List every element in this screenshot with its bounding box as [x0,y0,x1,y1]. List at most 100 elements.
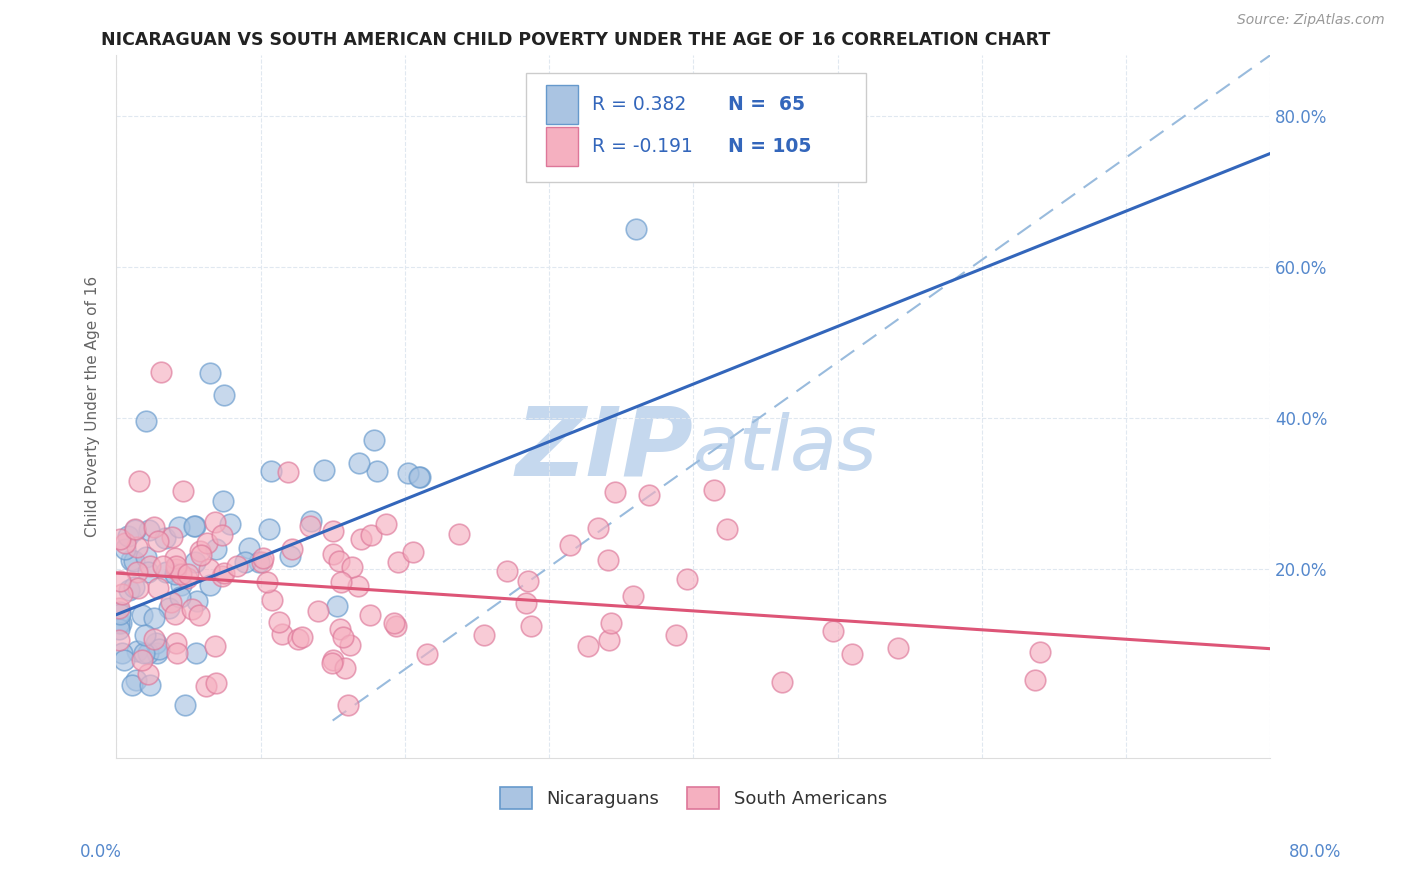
Point [675,572,697,586]
Point [134,627,156,641]
Point [277,465,299,479]
Point [165,558,187,573]
Point [170,566,193,581]
Point [271,626,294,640]
Point [716,522,738,536]
Point [256,575,278,590]
Point [136,667,159,681]
Point [110,607,132,621]
Point [155,531,177,545]
Point [108,615,131,630]
Point [136,646,159,660]
Point [235,555,257,569]
Point [165,562,187,576]
Point [211,493,233,508]
Point [360,528,382,542]
Point [328,554,350,568]
Point [624,222,647,236]
Point [211,528,233,542]
Point [165,636,187,650]
Point [1028,645,1050,659]
Point [408,470,430,484]
Point [291,630,314,644]
Point [165,567,187,582]
Point [385,619,408,633]
Point [124,673,146,687]
Point [250,555,273,569]
Point [135,549,157,564]
Point [135,413,157,427]
Point [252,551,274,566]
Point [108,623,131,637]
Text: N = 105: N = 105 [728,137,811,156]
Point [186,593,208,607]
Point [112,653,135,667]
Point [204,639,226,653]
Point [260,464,283,478]
Bar [546,85,578,124]
Point [131,607,153,622]
Point [166,646,188,660]
Point [180,602,202,616]
Text: 80.0%: 80.0% [1288,843,1341,861]
Point [307,604,329,618]
Point [128,474,150,488]
Point [211,568,233,582]
Point [184,646,207,660]
Point [188,544,211,558]
Point [114,541,136,556]
Point [125,540,148,554]
Point [333,661,356,675]
Point [605,485,627,500]
Point [329,622,352,636]
Point [214,388,236,402]
Point [576,639,599,653]
Point [110,587,132,601]
Point [132,646,155,660]
Point [110,615,132,630]
Point [517,574,540,589]
Point [124,521,146,535]
Point [127,581,149,595]
Point [247,555,270,569]
Point [131,653,153,667]
Point [187,608,209,623]
Point [172,484,194,499]
Point [108,574,131,589]
Point [195,535,218,549]
Point [120,552,142,566]
Point [121,678,143,692]
Point [169,578,191,592]
Text: 0.0%: 0.0% [80,843,122,861]
Point [269,615,291,630]
Point [184,519,207,533]
Point [374,516,396,531]
Point [205,676,228,690]
Text: atlas: atlas [693,412,877,486]
Point [205,541,228,556]
Point [194,679,217,693]
Point [350,532,373,546]
Point [125,644,148,658]
Point [108,600,131,615]
Point [363,434,385,448]
Point [108,633,131,648]
Point [322,653,344,667]
Point [280,549,302,564]
Point [148,533,170,548]
Legend: Nicaraguans, South Americans: Nicaraguans, South Americans [492,780,894,816]
Point [114,536,136,550]
Point [703,483,725,497]
Point [260,593,283,607]
Point [495,565,517,579]
Point [823,624,845,638]
Point [322,524,344,539]
Point [238,541,260,555]
Point [163,607,186,622]
Point [143,632,166,646]
Point [110,605,132,619]
Point [472,628,495,642]
Text: ZIP: ZIP [516,402,693,495]
Text: NICARAGUAN VS SOUTH AMERICAN CHILD POVERTY UNDER THE AGE OF 16 CORRELATION CHART: NICARAGUAN VS SOUTH AMERICAN CHILD POVER… [101,31,1050,49]
Point [122,580,145,594]
